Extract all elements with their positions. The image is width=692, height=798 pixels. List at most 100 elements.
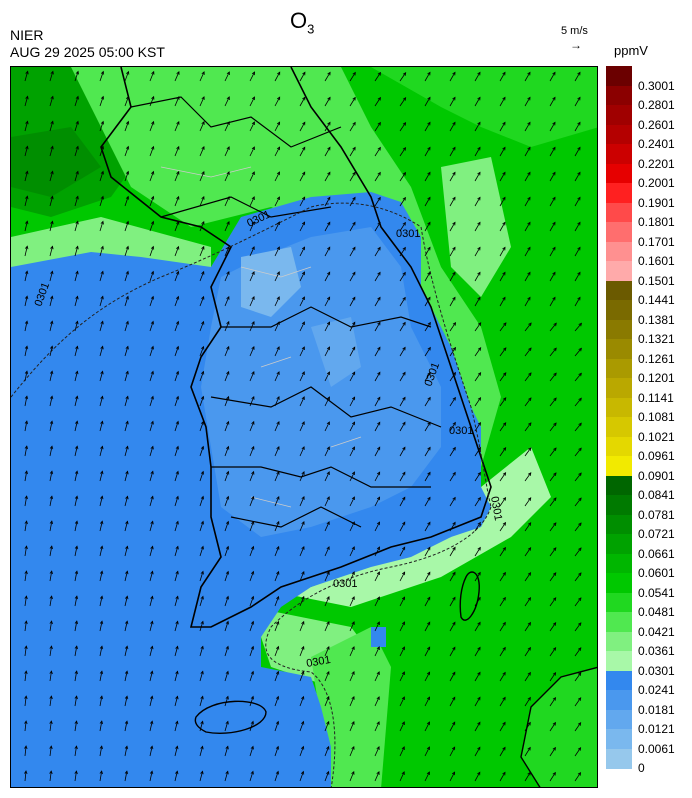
wind-arrowhead-icon bbox=[427, 121, 431, 126]
wind-arrowhead-icon bbox=[452, 696, 456, 701]
wind-arrowhead-icon bbox=[150, 295, 155, 300]
wind-arrowhead-icon bbox=[125, 345, 129, 350]
wind-arrow-icon bbox=[399, 422, 406, 432]
wind-arrowhead-icon bbox=[327, 271, 331, 276]
wind-arrow-icon bbox=[74, 696, 78, 707]
wind-arrowhead-icon bbox=[301, 670, 305, 675]
wind-arrow-icon bbox=[99, 171, 104, 182]
wind-arrow-icon bbox=[274, 196, 280, 207]
wind-arrowhead-icon bbox=[402, 546, 406, 551]
wind-arrow-icon bbox=[549, 547, 557, 557]
colorbar-cell bbox=[606, 378, 632, 398]
wind-arrow-icon bbox=[124, 321, 129, 332]
wind-arrow-icon bbox=[499, 397, 507, 407]
wind-arrowhead-icon bbox=[201, 96, 205, 100]
wind-arrowhead-icon bbox=[326, 620, 330, 625]
wind-arrow-icon bbox=[424, 572, 431, 582]
wind-arrow-icon bbox=[424, 597, 431, 607]
colorbar-tick-label: 0.3001 bbox=[638, 78, 675, 93]
wind-arrow-icon bbox=[299, 746, 304, 757]
wind-arrowhead-icon bbox=[75, 195, 79, 200]
wind-arrow-icon bbox=[399, 272, 406, 282]
wind-arrow-icon bbox=[24, 221, 28, 232]
wind-arrow-icon bbox=[274, 371, 280, 382]
wind-arrowhead-icon bbox=[301, 471, 305, 475]
colorbar-tick-label: 0.0301 bbox=[638, 663, 675, 678]
wind-arrowhead-icon bbox=[477, 96, 481, 101]
colorbar-tick-label: 0.1321 bbox=[638, 332, 675, 346]
wind-arrow-icon bbox=[124, 221, 129, 232]
wind-arrow-icon bbox=[149, 96, 155, 107]
wind-arrow-icon bbox=[49, 121, 54, 132]
wind-arrow-icon bbox=[349, 222, 356, 232]
wind-arrow-icon bbox=[549, 97, 556, 107]
wind-arrowhead-icon bbox=[377, 421, 381, 426]
contour-line-south bbox=[265, 506, 492, 787]
wind-arrow-icon bbox=[74, 171, 79, 182]
wind-arrow-icon bbox=[249, 296, 255, 307]
colorbar-cell bbox=[606, 612, 632, 632]
wind-arrow-icon bbox=[224, 571, 229, 582]
wind-arrow-icon bbox=[374, 696, 380, 707]
wind-arrowhead-icon bbox=[477, 621, 481, 626]
wind-arrowhead-icon bbox=[200, 495, 205, 500]
wind-arrow-icon bbox=[424, 696, 430, 707]
wind-arrowhead-icon bbox=[276, 396, 280, 400]
wind-arrowhead-icon bbox=[477, 696, 481, 701]
wind-arrow-icon bbox=[74, 721, 77, 732]
wind-arrowhead-icon bbox=[427, 571, 431, 576]
wind-arrowhead-icon bbox=[100, 220, 104, 225]
wind-arrowhead-icon bbox=[352, 121, 356, 126]
wind-arrowhead-icon bbox=[225, 695, 229, 700]
wind-arrowhead-icon bbox=[175, 695, 179, 700]
wind-arrowhead-icon bbox=[578, 447, 582, 452]
wind-arrow-icon bbox=[374, 397, 381, 407]
wind-arrowhead-icon bbox=[301, 521, 305, 525]
wind-arrowhead-icon bbox=[326, 546, 330, 550]
colorbar-cell bbox=[606, 514, 632, 535]
wind-arrowhead-icon bbox=[74, 695, 78, 700]
wind-arrow-icon bbox=[324, 172, 331, 182]
wind-arrow-icon bbox=[499, 597, 506, 607]
wind-arrowhead-icon bbox=[226, 295, 230, 300]
wind-arrow-icon bbox=[174, 296, 179, 307]
wind-arrowhead-icon bbox=[125, 520, 129, 525]
wind-arrow-icon bbox=[249, 196, 255, 207]
wind-arrow-icon bbox=[74, 246, 79, 257]
wind-arrowhead-icon bbox=[552, 647, 557, 651]
wind-arrow-icon bbox=[174, 146, 180, 157]
wind-arrow-icon bbox=[199, 721, 204, 732]
wind-arrow-icon bbox=[399, 571, 406, 582]
wind-arrow-icon bbox=[324, 746, 330, 757]
wind-arrow-icon bbox=[199, 546, 204, 557]
wind-arrow-icon bbox=[499, 372, 507, 382]
wind-arrowhead-icon bbox=[452, 496, 456, 501]
wind-arrow-icon bbox=[274, 721, 279, 732]
wind-arrowhead-icon bbox=[226, 171, 230, 175]
wind-arrowhead-icon bbox=[477, 721, 481, 726]
wind-arrow-icon bbox=[74, 96, 79, 107]
wind-arrow-icon bbox=[549, 572, 557, 582]
wind-arrowhead-icon bbox=[452, 396, 456, 401]
wind-arrowhead-icon bbox=[528, 447, 532, 451]
contour-label: 0301 bbox=[305, 654, 331, 670]
wind-arrowhead-icon bbox=[326, 670, 330, 675]
wind-arrow-icon bbox=[49, 371, 53, 382]
wind-arrow-icon bbox=[524, 422, 532, 432]
wind-arrow-icon bbox=[324, 771, 329, 782]
wind-arrowhead-icon bbox=[100, 70, 105, 75]
species-title-subscript: 3 bbox=[307, 21, 315, 37]
wind-arrow-icon bbox=[124, 646, 128, 657]
wind-arrow-icon bbox=[224, 446, 229, 457]
wind-arrow-icon bbox=[524, 197, 531, 207]
wind-arrow-icon bbox=[424, 247, 431, 257]
wind-arrowhead-icon bbox=[578, 397, 582, 402]
light-green-ne bbox=[371, 67, 597, 147]
wind-arrow-icon bbox=[74, 521, 78, 532]
colorbar-tick-label: 0.1601 bbox=[638, 254, 675, 268]
wind-arrowhead-icon bbox=[301, 446, 305, 450]
wind-arrow-icon bbox=[524, 122, 531, 132]
wind-arrow-icon bbox=[424, 771, 430, 782]
wind-arrow-icon bbox=[99, 296, 104, 307]
wind-arrow-icon bbox=[524, 472, 532, 482]
